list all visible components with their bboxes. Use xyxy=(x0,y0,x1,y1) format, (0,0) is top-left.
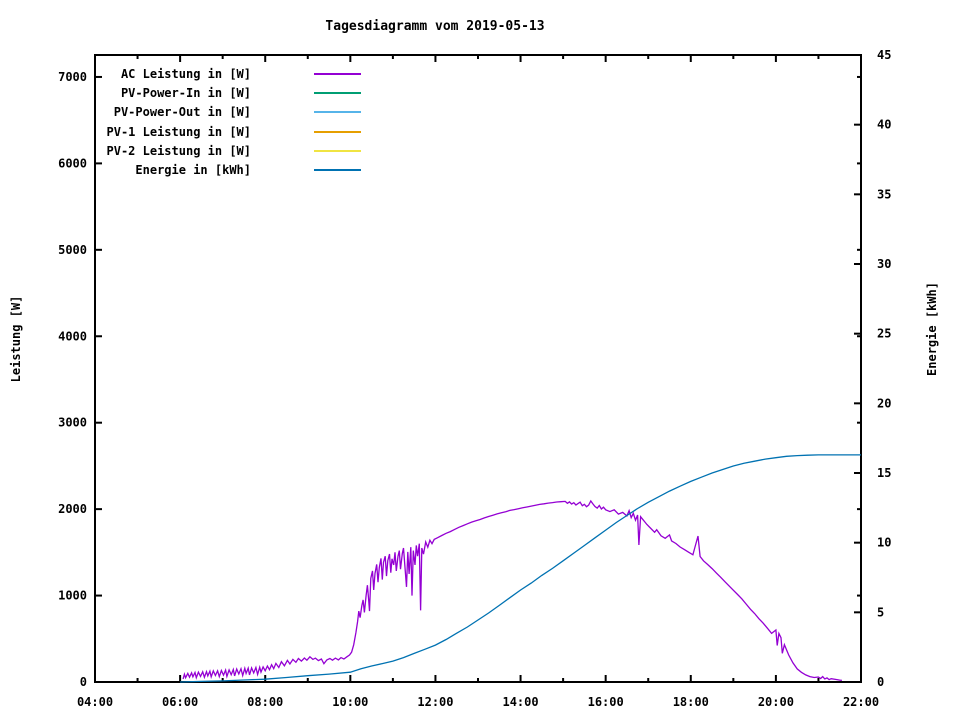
y2-tick-label: 40 xyxy=(877,118,891,132)
legend: AC Leistung in [W] PV-Power-In in [W] PV-P… xyxy=(95,64,361,180)
y-tick-label: 1000 xyxy=(58,589,87,603)
series-line-energie-in-kwh- xyxy=(180,454,861,683)
y-tick-label: 5000 xyxy=(58,243,87,257)
y-tick-label: 0 xyxy=(80,675,87,689)
x-tick-label: 12:00 xyxy=(417,695,453,709)
legend-label: PV-1 Leistung in [W] xyxy=(106,124,252,139)
series-line-ac-leistung-in-w- xyxy=(182,499,842,682)
legend-line-sample xyxy=(314,111,361,114)
x-tick-label: 20:00 xyxy=(758,695,794,709)
y2-tick-label: 0 xyxy=(877,675,884,689)
y-tick-label: 4000 xyxy=(58,329,87,343)
y-tick-label: 3000 xyxy=(58,416,87,430)
x-tick-label: 06:00 xyxy=(162,695,198,709)
legend-item: Energie in [kWh] xyxy=(95,160,361,179)
legend-label: AC Leistung in [W] xyxy=(120,66,251,81)
legend-item: PV-2 Leistung in [W] xyxy=(95,141,361,160)
legend-item: AC Leistung in [W] xyxy=(95,64,361,83)
x-tick-label: 22:00 xyxy=(843,695,879,709)
y2-tick-label: 35 xyxy=(877,187,891,201)
legend-line-sample xyxy=(314,130,361,133)
legend-line-sample xyxy=(314,72,361,75)
legend-label: Energie in [kWh] xyxy=(135,163,251,178)
y2-tick-label: 45 xyxy=(877,48,891,62)
y2-tick-label: 15 xyxy=(877,466,891,480)
y-tick-label: 2000 xyxy=(58,502,87,516)
chart-title: Tagesdiagramm vom 2019-05-13 xyxy=(325,19,545,34)
x-tick-label: 10:00 xyxy=(332,695,368,709)
legend-item: PV-1 Leistung in [W] xyxy=(95,122,361,141)
y2-tick-label: 25 xyxy=(877,327,891,341)
y2-axis-title: Energie [kWh] xyxy=(925,282,939,376)
x-tick-label: 16:00 xyxy=(588,695,624,709)
x-tick-label: 04:00 xyxy=(77,695,113,709)
y-tick-label: 6000 xyxy=(58,156,87,170)
x-tick-label: 18:00 xyxy=(673,695,709,709)
x-tick-label: 14:00 xyxy=(502,695,538,709)
legend-label: PV-Power-In in [W] xyxy=(120,85,251,100)
legend-label: PV-2 Leistung in [W] xyxy=(106,143,252,158)
legend-line-sample xyxy=(314,169,361,172)
y-axis-title: Leistung [W] xyxy=(9,295,23,383)
legend-line-sample xyxy=(314,91,361,94)
legend-label: PV-Power-Out in [W] xyxy=(113,105,251,120)
legend-item: PV-Power-In in [W] xyxy=(95,83,361,102)
y2-tick-label: 10 xyxy=(877,536,891,550)
y-tick-label: 7000 xyxy=(58,70,87,84)
y2-tick-label: 5 xyxy=(877,605,884,619)
y2-tick-label: 30 xyxy=(877,257,891,271)
legend-line-sample xyxy=(314,149,361,152)
y2-tick-label: 20 xyxy=(877,396,891,410)
x-tick-label: 08:00 xyxy=(247,695,283,709)
legend-item: PV-Power-Out in [W] xyxy=(95,103,361,122)
